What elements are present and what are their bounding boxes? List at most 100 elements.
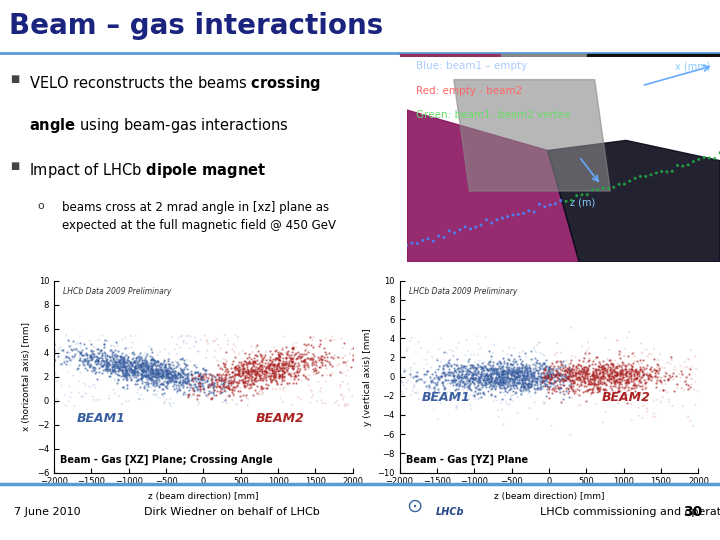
Point xyxy=(224,377,235,386)
Point xyxy=(535,386,546,395)
Point xyxy=(612,370,624,379)
Point xyxy=(215,380,226,388)
Point xyxy=(138,366,149,375)
Point xyxy=(601,366,613,375)
Point xyxy=(490,377,501,386)
Point xyxy=(265,363,276,372)
Point xyxy=(134,395,145,403)
Point xyxy=(650,365,662,374)
Point xyxy=(521,362,532,370)
Point xyxy=(495,380,506,389)
Point xyxy=(162,369,174,377)
Text: LHCb commissioning and operation: LHCb commissioning and operation xyxy=(540,507,720,517)
Point xyxy=(563,368,575,376)
Point xyxy=(174,373,186,382)
Point xyxy=(629,381,640,390)
Point xyxy=(287,365,299,374)
Point xyxy=(397,390,409,399)
Point xyxy=(218,386,230,395)
Point xyxy=(145,364,156,373)
Point xyxy=(248,376,259,385)
Point xyxy=(150,381,162,390)
Point xyxy=(137,359,148,368)
Point xyxy=(131,367,143,375)
Point xyxy=(557,367,568,375)
Point xyxy=(90,352,102,360)
Point xyxy=(492,368,504,376)
Point xyxy=(186,370,197,379)
Point xyxy=(540,374,552,383)
Point xyxy=(143,362,155,370)
Point xyxy=(148,368,159,376)
Point xyxy=(307,390,319,399)
Point xyxy=(533,362,544,371)
Point xyxy=(606,372,618,380)
Point xyxy=(238,378,250,387)
Point xyxy=(51,395,63,403)
Point xyxy=(608,379,620,387)
Point xyxy=(83,360,94,368)
Point xyxy=(192,374,204,382)
Point xyxy=(106,363,117,372)
Point xyxy=(456,375,468,383)
Point xyxy=(104,366,115,375)
Point xyxy=(515,369,526,377)
Point xyxy=(101,365,112,374)
Point xyxy=(309,360,320,368)
Point xyxy=(637,367,649,376)
Point xyxy=(156,380,168,388)
Point xyxy=(76,346,88,354)
Point xyxy=(498,376,509,385)
Point xyxy=(513,364,525,373)
Point xyxy=(213,374,225,382)
Point xyxy=(581,347,593,355)
Point xyxy=(607,362,618,370)
Point xyxy=(289,370,300,379)
Point xyxy=(465,361,477,370)
Point xyxy=(409,382,420,391)
Point xyxy=(283,359,294,367)
Point xyxy=(528,384,540,393)
Point xyxy=(573,364,585,373)
Point xyxy=(174,343,186,352)
Point xyxy=(492,373,503,381)
Point xyxy=(616,382,628,391)
Point xyxy=(588,376,599,384)
Point xyxy=(440,376,451,384)
Point xyxy=(90,383,102,392)
Point xyxy=(442,358,454,367)
Point xyxy=(239,374,251,382)
Point xyxy=(516,380,527,389)
Point xyxy=(490,380,501,388)
Point xyxy=(217,370,229,379)
Point xyxy=(263,362,274,370)
Point xyxy=(107,358,118,367)
Point xyxy=(630,374,642,383)
Point xyxy=(87,347,99,355)
Point xyxy=(256,383,267,392)
Point xyxy=(494,372,505,381)
Text: 30: 30 xyxy=(683,505,702,519)
Point xyxy=(652,360,664,369)
Point xyxy=(606,368,618,377)
Point xyxy=(303,381,315,390)
Point xyxy=(117,360,129,368)
Point xyxy=(485,385,497,394)
Point xyxy=(504,375,516,383)
Point xyxy=(588,374,600,383)
Point xyxy=(504,382,516,390)
Point xyxy=(591,371,603,380)
Point xyxy=(522,363,534,372)
Point xyxy=(444,226,455,235)
Point xyxy=(220,373,231,381)
Point xyxy=(123,396,135,405)
Point xyxy=(302,375,314,383)
Point xyxy=(527,372,539,380)
Point xyxy=(186,370,197,379)
Point xyxy=(258,389,269,397)
Point xyxy=(433,345,445,354)
Point xyxy=(99,364,111,373)
Point xyxy=(172,386,184,394)
Point xyxy=(559,380,570,389)
Point xyxy=(239,382,251,390)
